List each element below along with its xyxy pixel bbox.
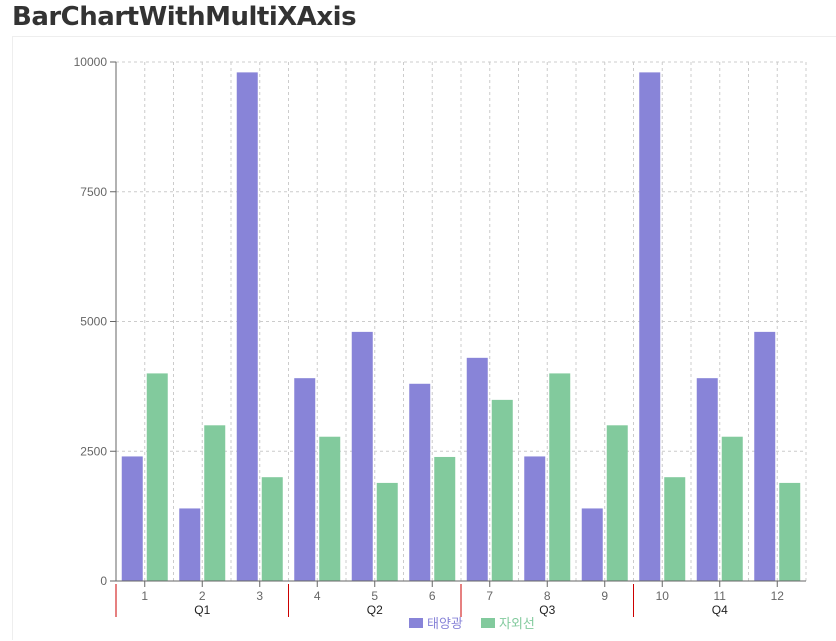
bar <box>664 477 686 581</box>
bar <box>236 72 258 581</box>
x-tick-label: 3 <box>256 589 263 603</box>
x-tick-label: 7 <box>486 589 493 603</box>
bar <box>179 508 201 581</box>
y-tick-label: 2500 <box>80 444 107 458</box>
x-axis-secondary: Q1 Q2 Q3 Q4 <box>115 584 728 617</box>
bar <box>754 331 776 581</box>
legend-label: 자외선 <box>499 617 535 632</box>
legend-item: 태양광 <box>409 617 463 632</box>
chart-panel: 0 2500 5000 7500 10000 1 2 3 4 5 6 7 8 9 10 11 12 Q1 Q2 Q3 Q… <box>12 36 836 640</box>
bar <box>376 482 398 581</box>
legend-item: 자외선 <box>481 617 535 632</box>
x-tick-label: 1 <box>141 589 148 603</box>
x-tick-label: 9 <box>601 589 608 603</box>
quarter-label: Q3 <box>539 603 555 617</box>
bar <box>409 383 431 581</box>
x-tick-label: 4 <box>314 589 321 603</box>
x-tick-label: 5 <box>371 589 378 603</box>
bar <box>121 456 143 581</box>
y-tick-label: 0 <box>100 574 107 588</box>
series-2 <box>146 373 801 581</box>
bar <box>639 72 661 581</box>
bar <box>779 482 801 581</box>
bar <box>524 456 546 581</box>
series-1 <box>121 72 776 581</box>
x-tick-label: 6 <box>429 589 436 603</box>
x-tick-label: 11 <box>714 589 727 603</box>
legend-swatch <box>481 618 495 628</box>
y-axis: 0 2500 5000 7500 10000 <box>74 55 117 588</box>
y-tick-label: 10000 <box>74 55 108 69</box>
x-tick-label: 8 <box>544 589 551 603</box>
x-tick-label: 12 <box>771 589 785 603</box>
page-title: BarChartWithMultiXAxis <box>12 2 357 32</box>
bar <box>261 477 283 581</box>
bar <box>434 456 456 581</box>
x-tick-label: 10 <box>656 589 670 603</box>
bar <box>721 436 743 581</box>
legend: 태양광 자외선 <box>409 617 535 632</box>
bars <box>121 72 801 581</box>
legend-swatch <box>409 618 423 628</box>
bar <box>491 399 513 581</box>
y-tick-label: 5000 <box>80 315 107 329</box>
bar <box>696 378 718 581</box>
bar <box>204 425 226 581</box>
x-tick-label: 2 <box>199 589 206 603</box>
quarter-label: Q4 <box>712 603 728 617</box>
bar <box>581 508 603 581</box>
bar <box>466 357 488 581</box>
x-axis: 1 2 3 4 5 6 7 8 9 10 11 12 <box>116 580 806 603</box>
y-tick-label: 7500 <box>80 185 107 199</box>
quarter-label: Q1 <box>194 603 210 617</box>
quarter-label: Q2 <box>367 603 383 617</box>
bar <box>351 331 373 581</box>
bar <box>606 425 628 581</box>
legend-label: 태양광 <box>427 617 463 632</box>
bar <box>319 436 341 581</box>
grid-lines <box>116 61 807 581</box>
bar <box>294 378 316 581</box>
bar <box>146 373 168 581</box>
bar <box>549 373 571 581</box>
